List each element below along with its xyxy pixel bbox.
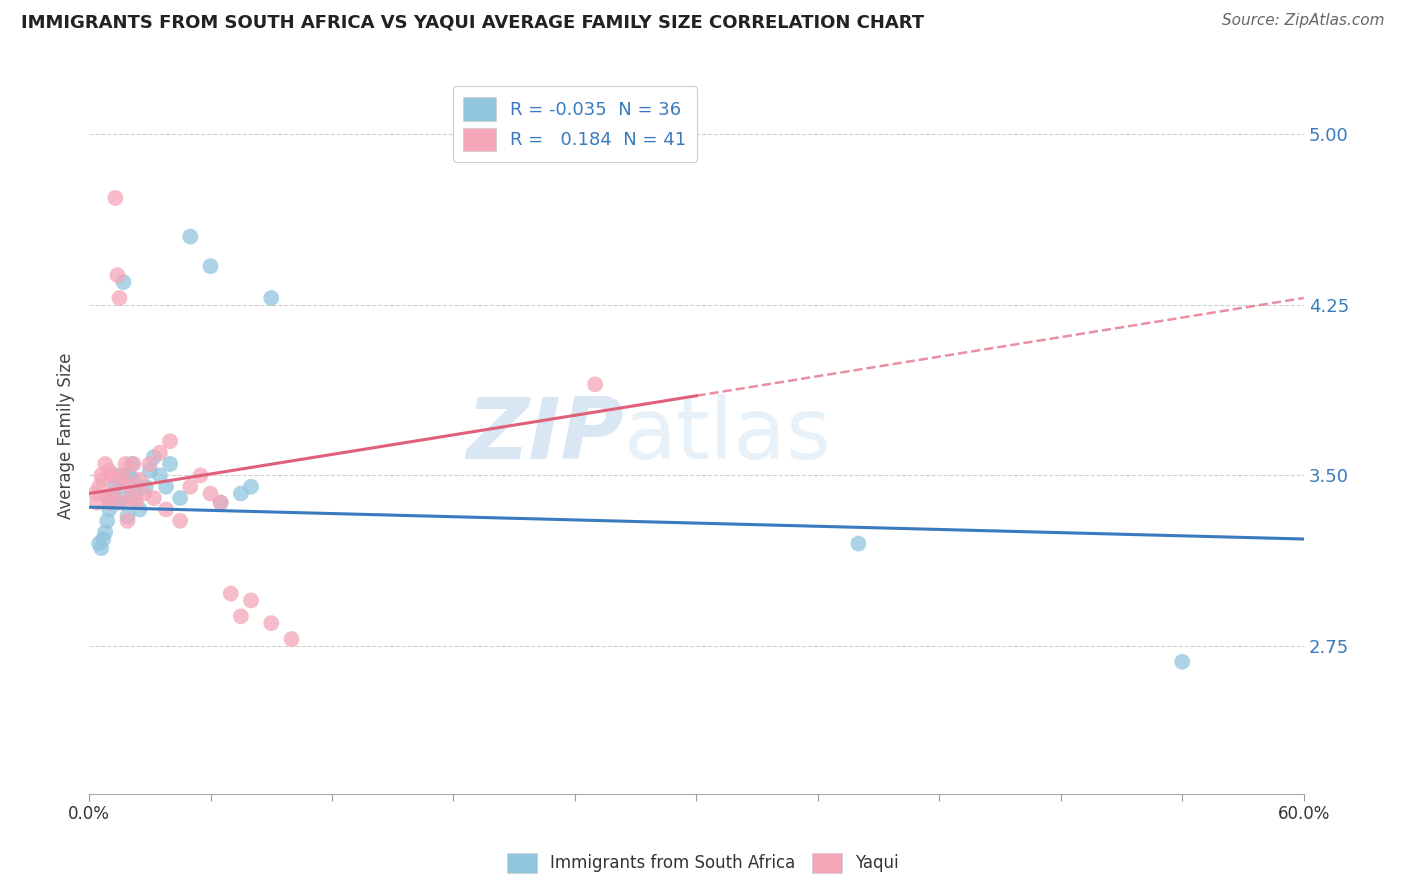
Point — [200, 486, 222, 500]
Point — [110, 473, 132, 487]
Point — [122, 457, 145, 471]
Point — [104, 480, 127, 494]
Point — [128, 502, 150, 516]
Point — [159, 434, 181, 449]
Point — [107, 268, 129, 283]
Point — [240, 593, 263, 607]
Point — [96, 491, 118, 505]
Text: ZIP: ZIP — [465, 394, 623, 477]
Point — [124, 486, 146, 500]
Point — [209, 495, 232, 509]
Point — [90, 468, 112, 483]
Point — [128, 473, 150, 487]
Point — [117, 514, 139, 528]
Point — [135, 480, 157, 494]
Point — [98, 491, 121, 505]
Point — [89, 480, 111, 494]
Point — [107, 495, 129, 509]
Point — [108, 473, 131, 487]
Point — [139, 457, 162, 471]
Legend: R = -0.035  N = 36, R =   0.184  N = 41: R = -0.035 N = 36, R = 0.184 N = 41 — [453, 87, 697, 161]
Point — [142, 450, 165, 465]
Point — [121, 457, 143, 471]
Point — [260, 616, 283, 631]
Point — [139, 464, 162, 478]
Point — [108, 291, 131, 305]
Point — [114, 457, 136, 471]
Point — [118, 480, 141, 494]
Point — [86, 495, 108, 509]
Point — [84, 486, 107, 500]
Point — [200, 259, 222, 273]
Y-axis label: Average Family Size: Average Family Size — [58, 352, 75, 519]
Point — [96, 514, 118, 528]
Point — [240, 480, 263, 494]
Point — [229, 609, 252, 624]
Point — [229, 486, 252, 500]
Point — [103, 486, 125, 500]
Point — [846, 536, 869, 550]
Point — [110, 495, 132, 509]
Point — [169, 514, 191, 528]
Point — [583, 377, 606, 392]
Point — [190, 468, 212, 483]
Point — [118, 468, 141, 483]
Text: Source: ZipAtlas.com: Source: ZipAtlas.com — [1222, 13, 1385, 29]
Point — [132, 486, 155, 500]
Point — [100, 468, 122, 483]
Point — [112, 468, 135, 483]
Point — [142, 491, 165, 505]
Point — [103, 486, 125, 500]
Point — [104, 191, 127, 205]
Point — [98, 464, 121, 478]
Point — [91, 473, 114, 487]
Point — [100, 495, 122, 509]
Point — [280, 632, 302, 646]
Point — [159, 457, 181, 471]
Point — [98, 495, 121, 509]
Point — [112, 275, 135, 289]
Point — [169, 491, 191, 505]
Point — [114, 491, 136, 505]
Point — [179, 229, 201, 244]
Text: IMMIGRANTS FROM SOUTH AFRICA VS YAQUI AVERAGE FAMILY SIZE CORRELATION CHART: IMMIGRANTS FROM SOUTH AFRICA VS YAQUI AV… — [21, 13, 924, 31]
Point — [209, 495, 232, 509]
Point — [155, 502, 177, 516]
Point — [179, 480, 201, 494]
Point — [121, 491, 143, 505]
Point — [117, 509, 139, 524]
Point — [1171, 655, 1194, 669]
Point — [108, 468, 131, 483]
Point — [124, 495, 146, 509]
Point — [149, 445, 172, 459]
Point — [94, 525, 117, 540]
Point — [98, 502, 121, 516]
Point — [260, 291, 283, 305]
Point — [89, 536, 111, 550]
Point — [94, 457, 117, 471]
Point — [155, 480, 177, 494]
Point — [219, 586, 242, 600]
Text: atlas: atlas — [623, 394, 831, 477]
Legend: Immigrants from South Africa, Yaqui: Immigrants from South Africa, Yaqui — [501, 847, 905, 880]
Point — [122, 473, 145, 487]
Point — [90, 541, 112, 555]
Point — [91, 532, 114, 546]
Point — [149, 468, 172, 483]
